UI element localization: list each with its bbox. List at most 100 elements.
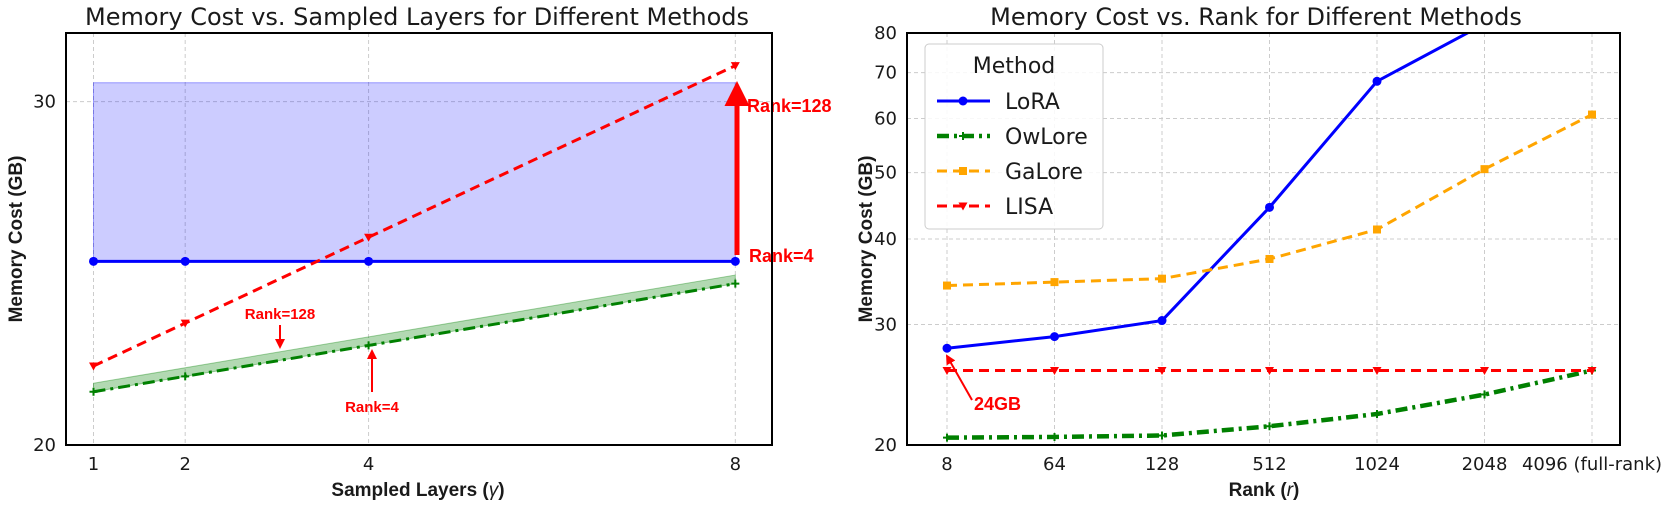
left-series-owlore xyxy=(89,279,740,396)
right-x-tick-label: 64 xyxy=(1043,454,1066,475)
right-x-tick-label: 512 xyxy=(1252,454,1286,475)
left-owlore-line xyxy=(93,282,736,394)
legend-lisa-label: LISA xyxy=(1005,195,1053,220)
right-lisa-marker-4 xyxy=(1372,366,1382,375)
right-annotation-24gb: 24GB xyxy=(974,394,1021,414)
legend-galore-marker-0 xyxy=(959,167,967,175)
right-owlore-marker-5 xyxy=(1480,390,1489,399)
left-y-tick-label: 20 xyxy=(33,435,56,456)
right-x-tick-label: 1024 xyxy=(1354,454,1400,475)
right-x-tick-label: 8 xyxy=(941,454,952,475)
left-annotation-rank4: Rank=4 xyxy=(749,246,814,266)
right-y-tick-label: 70 xyxy=(874,63,897,84)
right-y-tick-label: 80 xyxy=(874,23,897,44)
left-band-0 xyxy=(93,82,736,262)
right-lisa-marker-2 xyxy=(1157,366,1167,375)
right-lora-line xyxy=(946,33,1471,350)
right-galore-marker-3 xyxy=(1265,254,1274,263)
left-lora-marker-1 xyxy=(180,256,190,266)
left-lisa-marker-1 xyxy=(180,319,190,328)
right-lora-marker-1 xyxy=(1050,332,1059,342)
left-bands xyxy=(93,82,736,393)
right-gridlines xyxy=(907,32,1620,446)
left-x-tick-label: 1 xyxy=(88,454,99,475)
legend-title: Method xyxy=(973,54,1056,79)
right-y-tick-label: 60 xyxy=(874,108,897,129)
left-lisa-marker-3 xyxy=(730,62,740,71)
legend-galore-label: GaLore xyxy=(1005,160,1083,185)
left-series-lora xyxy=(89,256,740,266)
right-galore-marker-1 xyxy=(1050,278,1059,287)
left-owlore-marker-1 xyxy=(181,372,190,381)
right-series-lora xyxy=(942,33,1471,353)
legend-entry-owlore: OwLore xyxy=(937,125,1088,150)
left-lora-marker-3 xyxy=(730,256,740,266)
left-series xyxy=(89,62,740,396)
right-owlore-marker-1 xyxy=(1050,432,1059,441)
right-24gb-arrow xyxy=(946,354,973,401)
left-x-tick-label: 8 xyxy=(730,454,741,475)
left-lisa-marker-0 xyxy=(89,362,99,371)
legend: Method LoRA OwLore GaLore LISA xyxy=(924,43,1104,230)
right-y-tick-label: 30 xyxy=(874,314,897,335)
left-series-lisa xyxy=(89,62,740,371)
legend-lora-marker-0 xyxy=(958,96,968,106)
right-series xyxy=(942,33,1597,442)
right-galore-marker-2 xyxy=(1158,274,1166,283)
right-lisa-marker-6 xyxy=(1587,366,1597,375)
left-x-tick-label: 4 xyxy=(363,454,374,475)
legend-owlore-marker-0 xyxy=(959,132,967,140)
left-annotation-rank128-small: Rank=128 xyxy=(245,306,315,323)
right-x-tick-label: 2048 xyxy=(1462,454,1508,475)
right-x-tick-label: 4096 (full-rank) xyxy=(1522,454,1661,475)
legend-lisa-marker-0 xyxy=(958,202,968,211)
right-owlore-marker-3 xyxy=(1265,422,1274,431)
legend-entry-lora: LoRA xyxy=(937,90,1060,115)
left-annotation-rank4-small: Rank=4 xyxy=(345,399,399,416)
right-plot-frame xyxy=(906,32,1621,446)
right-lisa-marker-5 xyxy=(1480,366,1489,375)
legend-owlore-label: OwLore xyxy=(1005,125,1088,150)
right-series-galore xyxy=(943,110,1596,290)
right-series-lisa xyxy=(942,366,1597,375)
left-annotation-rank128: Rank=128 xyxy=(747,96,832,116)
right-y-tick-label: 20 xyxy=(874,435,897,456)
right-owlore-marker-4 xyxy=(1373,409,1381,418)
right-y-tick-label: 50 xyxy=(874,163,897,184)
left-x-ticks: 1 2 4 8 xyxy=(88,454,741,475)
right-owlore-marker-0 xyxy=(943,433,951,442)
left-lisa-line xyxy=(92,64,736,368)
legend-entry-galore: GaLore xyxy=(937,160,1083,185)
right-lora-marker-4 xyxy=(1372,76,1382,86)
right-lora-marker-3 xyxy=(1265,202,1274,212)
right-y-axis-label: Memory Cost (GB) xyxy=(856,156,877,323)
left-owlore-marker-3 xyxy=(731,279,740,288)
right-chart-title: Memory Cost vs. Rank for Different Metho… xyxy=(990,3,1522,31)
right-galore-marker-4 xyxy=(1373,225,1381,234)
left-chart: Memory Cost vs. Sampled Layers for Diffe… xyxy=(6,3,832,501)
left-owlore-marker-0 xyxy=(89,387,98,396)
left-lora-marker-2 xyxy=(364,256,374,266)
left-chart-title: Memory Cost vs. Sampled Layers for Diffe… xyxy=(85,3,749,31)
right-y-tick-label: 40 xyxy=(874,229,897,250)
left-owlore-marker-2 xyxy=(364,341,373,350)
legend-items: LoRA OwLore GaLore LISA xyxy=(937,90,1088,220)
left-band-1 xyxy=(93,274,736,393)
left-lisa-marker-2 xyxy=(364,233,374,242)
left-plot-frame xyxy=(65,32,773,446)
right-lora-marker-2 xyxy=(1157,316,1167,326)
legend-box xyxy=(924,43,1104,230)
right-galore-marker-6 xyxy=(1588,110,1596,119)
left-x-tick-label: 2 xyxy=(179,454,190,475)
right-galore-marker-0 xyxy=(943,281,951,290)
legend-lora-label: LoRA xyxy=(1005,90,1060,115)
legend-entry-lisa: LISA xyxy=(937,195,1053,220)
left-y-axis-label: Memory Cost (GB) xyxy=(6,156,27,323)
right-y-ticks: 20 30 40 50 60 70 80 xyxy=(874,23,897,456)
left-lora-marker-0 xyxy=(89,256,99,266)
right-galore-marker-5 xyxy=(1480,165,1489,174)
right-x-tick-label: 128 xyxy=(1145,454,1179,475)
right-lora-marker-0 xyxy=(942,343,952,353)
